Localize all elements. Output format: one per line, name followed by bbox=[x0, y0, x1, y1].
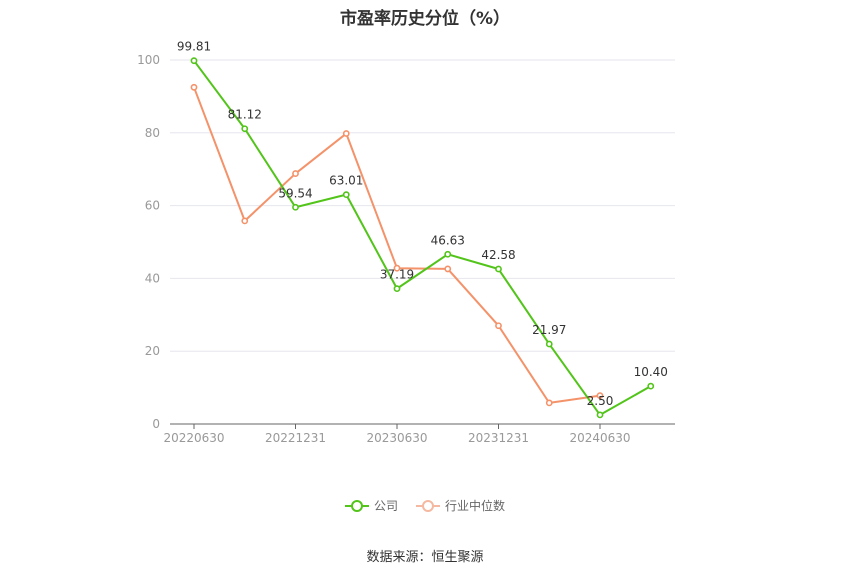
x-tick-label: 20220630 bbox=[163, 431, 224, 445]
y-tick-label: 40 bbox=[145, 271, 160, 285]
axes: 0 20 40 60 80 100 20220630 20221231 20230630 2023… bbox=[137, 53, 675, 445]
y-tick-label: 20 bbox=[145, 344, 160, 358]
data-point-1 bbox=[444, 265, 452, 273]
data-point-0 bbox=[241, 125, 249, 133]
data-label: 2.50 bbox=[587, 394, 614, 408]
y-tick-label: 60 bbox=[145, 199, 160, 213]
data-point-0 bbox=[444, 250, 452, 258]
series bbox=[190, 57, 655, 419]
data-label: 63.01 bbox=[329, 174, 363, 188]
data-label: 81.12 bbox=[228, 108, 262, 122]
data-point-0 bbox=[292, 203, 299, 211]
data-label: 42.58 bbox=[481, 248, 515, 262]
data-point-0 bbox=[495, 265, 502, 273]
data-label: 59.54 bbox=[278, 186, 312, 200]
legend-label-industry-median: 行业中位数 bbox=[445, 499, 506, 513]
data-label: 10.40 bbox=[634, 365, 668, 379]
x-tick-label: 20240630 bbox=[569, 431, 630, 445]
data-point-0 bbox=[342, 191, 350, 199]
y-tick-label: 80 bbox=[145, 126, 160, 140]
x-tick-label: 20231231 bbox=[468, 431, 529, 445]
legend-label-company: 公司 bbox=[373, 499, 398, 513]
data-point-1 bbox=[292, 170, 299, 177]
legend-item-industry-median[interactable]: 行业中位数 bbox=[416, 497, 505, 514]
data-point-1 bbox=[596, 392, 604, 400]
data-label: 46.63 bbox=[431, 233, 465, 247]
legend: 公司 行业中位数 bbox=[0, 497, 850, 514]
legend-marker-industry-icon bbox=[416, 499, 440, 513]
x-tick-label: 20221231 bbox=[265, 431, 326, 445]
chart-title: 市盈率历史分位（%） bbox=[339, 9, 511, 29]
data-labels: 99.81 81.12 59.54 63.01 37.19 46.63 42.58 21.97… bbox=[177, 40, 668, 408]
legend-marker-company-icon bbox=[344, 499, 369, 513]
series-line-1 bbox=[193, 86, 601, 404]
data-label: 37.19 bbox=[380, 268, 414, 282]
series-line-0 bbox=[193, 60, 652, 416]
y-tick-label: 0 bbox=[152, 417, 160, 431]
data-point-0 bbox=[647, 382, 655, 390]
data-source: 数据来源：恒生聚源 bbox=[366, 550, 484, 565]
y-tick-label: 100 bbox=[137, 53, 160, 67]
data-point-0 bbox=[190, 57, 198, 65]
legend-item-company[interactable]: 公司 bbox=[344, 497, 398, 514]
data-point-1 bbox=[545, 399, 553, 407]
data-point-0 bbox=[545, 340, 553, 348]
data-point-1 bbox=[495, 322, 502, 330]
data-point-1 bbox=[342, 130, 350, 137]
data-label: 21.97 bbox=[532, 323, 566, 337]
data-point-1 bbox=[190, 83, 198, 91]
data-point-1 bbox=[393, 264, 401, 272]
data-point-1 bbox=[241, 217, 249, 225]
grid-lines bbox=[170, 59, 675, 352]
data-point-0 bbox=[393, 285, 401, 293]
data-point-0 bbox=[596, 411, 604, 419]
data-label: 99.81 bbox=[177, 40, 211, 54]
x-tick-label: 20230630 bbox=[366, 431, 427, 445]
